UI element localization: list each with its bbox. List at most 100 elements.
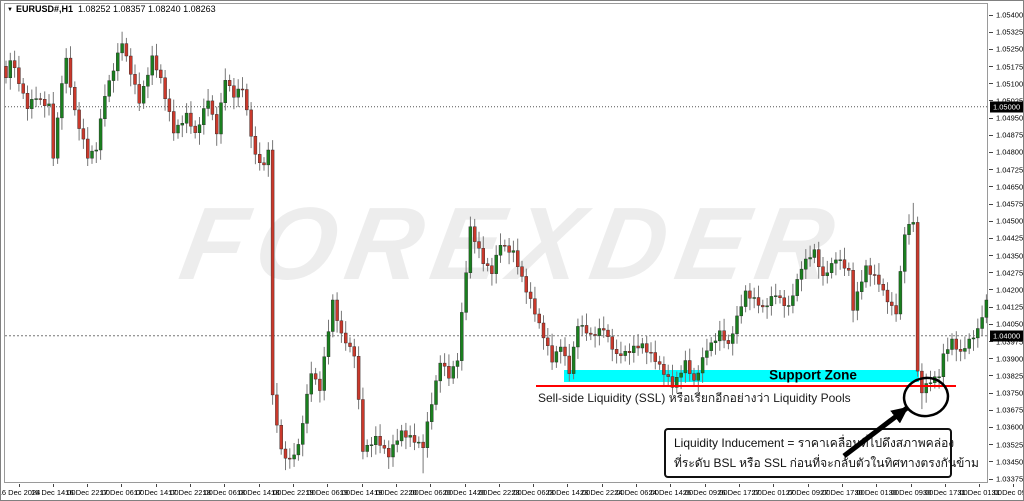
time-tick-label: 16 Dec 14:00 xyxy=(30,488,76,497)
time-tick-label: 23 Dec 22:00 xyxy=(579,488,625,497)
price-tick-label: 1.03975 xyxy=(996,337,1024,347)
time-tick-label: 17 Dec 14:00 xyxy=(133,488,179,497)
time-tick-dash xyxy=(876,484,877,487)
time-tick-label: 18 Dec 06:00 xyxy=(202,488,248,497)
time-tick-dash xyxy=(533,484,534,487)
price-tick-label: 1.05025 xyxy=(996,96,1023,105)
time-tick-label: 27 Dec 17:00 xyxy=(820,488,865,497)
time-tick-label: 20 Dec 22:00 xyxy=(477,488,522,497)
price-tick-dash xyxy=(989,479,993,480)
time-tick-label: 26 Dec 17:00 xyxy=(717,488,762,497)
time-tick-label: 20 Dec 14:00 xyxy=(442,488,488,497)
price-tick-dash xyxy=(989,324,993,325)
price-tick-label: 1.03750 xyxy=(996,388,1024,398)
time-tick-dash xyxy=(224,484,225,487)
price-tick-label: 1.03825 xyxy=(996,371,1024,381)
time-tick-label: 31 Dec 09:00 xyxy=(991,488,1023,497)
time-tick-dash xyxy=(87,484,88,487)
support-zone-rectangle xyxy=(564,370,919,382)
time-tick-dash xyxy=(670,484,671,487)
price-tick-label: 1.05100 xyxy=(996,79,1024,89)
time-tick-dash xyxy=(465,484,466,487)
time-axis[interactable]: 16 Dec 2024 16 Dec 14:00 16 Dec 22:00 17 De… xyxy=(0,484,1023,500)
price-tick-dash xyxy=(989,83,993,84)
callout-line-1: Liquidity Inducement = ราคาเคลื่อนที่ไปด… xyxy=(674,436,955,450)
symbol-timeframe-label: EURUSD#,H1 xyxy=(15,4,73,14)
price-tick-label: 1.04725 xyxy=(996,165,1024,175)
price-tick-dash xyxy=(989,135,993,136)
price-tick-dash xyxy=(989,186,993,187)
price-tick-label: 1.04050 xyxy=(996,319,1024,329)
price-tick-dash xyxy=(989,100,993,101)
price-tick-label: 1.03525 xyxy=(996,440,1024,450)
time-tick-dash xyxy=(1013,484,1014,487)
price-tick-dash xyxy=(989,221,993,222)
time-tick-label: 19 Dec 22:00 xyxy=(374,488,419,497)
price-tick-label: 1.04800 xyxy=(996,147,1024,157)
price-tick-label: 1.05175 xyxy=(996,62,1024,72)
price-tick-dash xyxy=(989,169,993,170)
price-tick-label: 1.04125 xyxy=(996,302,1024,312)
time-tick-label: 27 Dec 01:00 xyxy=(751,488,797,497)
time-tick-dash xyxy=(121,484,122,487)
time-tick-dash xyxy=(808,484,809,487)
price-tick-label: 1.05325 xyxy=(996,27,1024,37)
price-tick-dash xyxy=(989,307,993,308)
time-tick-dash xyxy=(945,484,946,487)
price-tick-dash xyxy=(989,375,993,376)
time-tick-dash xyxy=(911,484,912,487)
price-tick-dash xyxy=(989,341,993,342)
liquidity-line xyxy=(536,385,956,387)
chevron-down-icon[interactable]: ▼ xyxy=(7,7,13,13)
time-tick-dash xyxy=(499,484,500,487)
price-tick-dash xyxy=(989,393,993,394)
price-axis[interactable]: 1.05400 1.05325 1.05250 1.05175 1.05100 1.050… xyxy=(989,1,1024,500)
price-tick-dash xyxy=(989,461,993,462)
price-tick-dash xyxy=(989,49,993,50)
time-tick-label: 16 Dec 2024 xyxy=(0,488,41,497)
price-tick-label: 1.03900 xyxy=(996,354,1024,364)
price-tick-label: 1.04500 xyxy=(996,216,1024,226)
price-tick-dash xyxy=(989,255,993,256)
time-tick-dash xyxy=(327,484,328,487)
price-tick-label: 1.04275 xyxy=(996,268,1024,278)
time-tick-label: 24 Dec 14:00 xyxy=(648,488,694,497)
plot-border xyxy=(4,3,988,483)
price-tick-dash xyxy=(989,204,993,205)
ohlc-values: 1.08252 1.08357 1.08240 1.08263 xyxy=(77,4,216,14)
price-tick-dash xyxy=(989,32,993,33)
price-tick-label: 1.03375 xyxy=(996,474,1024,484)
time-tick-dash xyxy=(842,484,843,487)
price-level-badge: 1.04000 xyxy=(990,330,1023,342)
price-tick-dash xyxy=(989,289,993,290)
price-tick-dash xyxy=(989,118,993,119)
time-tick-dash xyxy=(259,484,260,487)
price-tick-dash xyxy=(989,358,993,359)
time-tick-dash xyxy=(739,484,740,487)
price-tick-label: 1.03600 xyxy=(996,422,1024,432)
time-tick-label: 17 Dec 22:00 xyxy=(168,488,213,497)
time-tick-label: 18 Dec 14:00 xyxy=(236,488,282,497)
time-tick-dash xyxy=(190,484,191,487)
time-tick-dash xyxy=(636,484,637,487)
time-tick-label: 23 Dec 06:00 xyxy=(511,488,556,497)
time-tick-label: 23 Dec 14:00 xyxy=(545,488,591,497)
price-tick-dash xyxy=(989,444,993,445)
time-tick-label: 31 Dec 01:00 xyxy=(957,488,1002,497)
time-tick-dash xyxy=(53,484,54,487)
price-tick-dash xyxy=(989,410,993,411)
price-tick-label: 1.04875 xyxy=(996,130,1024,140)
time-tick-dash xyxy=(705,484,706,487)
callout-line-2: ที่ระดับ BSL หรือ SSL ก่อนที่จะกลับตัวใน… xyxy=(674,456,979,470)
price-tick-label: 1.03675 xyxy=(996,405,1024,415)
time-tick-label: 18 Dec 22:00 xyxy=(271,488,316,497)
chart-title: ▼ EURUSD#,H1 1.08252 1.08357 1.08240 1.082… xyxy=(7,4,216,14)
price-tick-label: 1.03450 xyxy=(996,457,1024,467)
liquidity-inducement-callout: Liquidity Inducement = ราคาเคลื่อนที่ไปด… xyxy=(664,428,979,478)
candles-layer xyxy=(4,31,989,474)
time-tick-label: 30 Dec 01:00 xyxy=(854,488,900,497)
time-tick-label: 24 Dec 06:00 xyxy=(614,488,659,497)
time-tick-label: 27 Dec 09:00 xyxy=(785,488,831,497)
